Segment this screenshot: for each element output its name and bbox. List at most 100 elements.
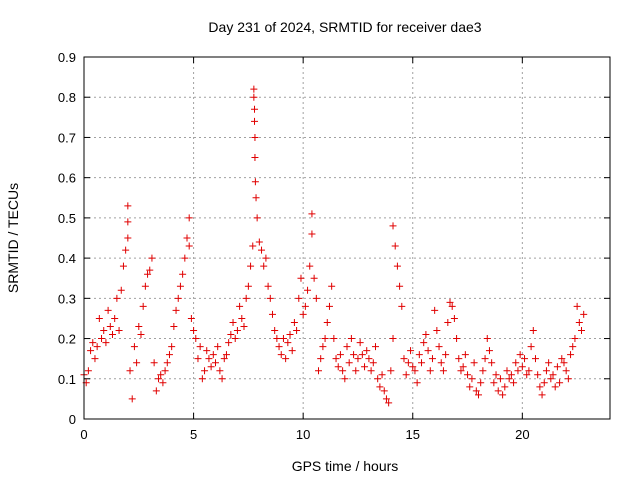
data-point xyxy=(556,379,564,387)
y-tick-label: 0.9 xyxy=(58,50,76,65)
data-point xyxy=(98,335,106,343)
data-point xyxy=(124,202,132,210)
y-tick-label: 0.7 xyxy=(58,130,76,145)
data-point xyxy=(479,367,487,375)
data-point xyxy=(115,327,123,335)
data-point xyxy=(374,375,382,383)
data-point xyxy=(457,367,465,375)
data-point xyxy=(461,351,469,359)
data-point xyxy=(268,310,276,318)
data-point xyxy=(205,355,213,363)
data-point xyxy=(404,359,412,367)
data-point xyxy=(538,391,546,399)
data-point xyxy=(418,359,426,367)
data-point xyxy=(400,355,408,363)
data-point xyxy=(569,343,577,351)
data-point xyxy=(240,322,248,330)
data-point xyxy=(521,355,529,363)
data-point xyxy=(531,355,539,363)
data-point xyxy=(514,367,522,375)
data-point xyxy=(150,359,158,367)
data-point xyxy=(396,282,404,290)
data-point xyxy=(198,375,206,383)
data-point xyxy=(251,178,259,186)
data-point xyxy=(336,351,344,359)
data-point xyxy=(284,339,292,347)
data-point xyxy=(450,314,458,322)
data-point xyxy=(488,359,496,367)
data-point xyxy=(442,351,450,359)
data-point xyxy=(183,234,191,242)
data-point xyxy=(212,359,219,367)
data-point xyxy=(437,359,445,367)
data-point xyxy=(124,218,132,226)
data-point xyxy=(238,314,246,322)
data-point xyxy=(146,266,154,274)
data-point xyxy=(426,367,434,375)
data-point xyxy=(185,214,193,222)
data-point xyxy=(477,379,485,387)
data-point xyxy=(361,363,369,371)
data-point xyxy=(286,331,294,339)
x-tick-label: 5 xyxy=(190,427,197,442)
data-point xyxy=(148,254,156,262)
y-axis-label: SRMTID / TECUs xyxy=(5,183,21,293)
x-tick-label: 10 xyxy=(296,427,310,442)
y-tick-label: 0.3 xyxy=(58,291,76,306)
data-point xyxy=(317,355,325,363)
data-point xyxy=(470,359,478,367)
y-tick-label: 0.4 xyxy=(58,251,76,266)
data-point xyxy=(233,327,241,335)
data-point xyxy=(176,282,184,290)
data-point xyxy=(343,343,351,351)
data-point xyxy=(505,375,513,383)
axis-ticks xyxy=(83,56,610,420)
x-tick-label: 0 xyxy=(80,427,87,442)
data-point xyxy=(356,339,364,347)
data-point xyxy=(262,254,270,262)
data-point xyxy=(558,355,566,363)
data-point xyxy=(431,306,439,314)
data-point xyxy=(84,367,92,375)
data-point xyxy=(258,246,266,254)
data-point xyxy=(510,379,518,387)
data-point xyxy=(130,343,138,351)
data-point xyxy=(308,210,316,218)
data-point xyxy=(111,314,119,322)
data-point xyxy=(192,335,200,343)
data-point xyxy=(214,343,222,351)
data-point xyxy=(209,351,217,359)
data-point xyxy=(152,387,160,395)
data-point xyxy=(323,318,331,326)
data-point xyxy=(483,335,491,343)
data-point xyxy=(260,262,268,270)
data-point xyxy=(304,286,312,294)
data-point xyxy=(319,343,327,351)
data-point xyxy=(389,335,397,343)
data-point xyxy=(144,270,152,278)
data-point xyxy=(222,351,230,359)
data-point xyxy=(275,343,283,351)
data-point xyxy=(271,327,279,335)
data-point xyxy=(424,347,432,355)
data-point xyxy=(310,274,318,282)
data-point xyxy=(306,262,314,270)
data-point xyxy=(409,363,417,371)
data-points xyxy=(80,85,588,407)
data-point xyxy=(428,355,436,363)
data-point xyxy=(527,343,535,351)
data-point xyxy=(534,371,542,379)
data-point xyxy=(518,363,526,371)
y-tick-label: 0.2 xyxy=(58,332,76,347)
data-point xyxy=(104,306,112,314)
data-point xyxy=(371,343,379,351)
data-point xyxy=(387,367,395,375)
data-point xyxy=(165,351,173,359)
data-point xyxy=(393,262,401,270)
data-point xyxy=(124,234,132,242)
data-point xyxy=(139,302,147,310)
data-point xyxy=(385,399,393,407)
data-point xyxy=(308,230,316,238)
data-point xyxy=(128,395,136,403)
